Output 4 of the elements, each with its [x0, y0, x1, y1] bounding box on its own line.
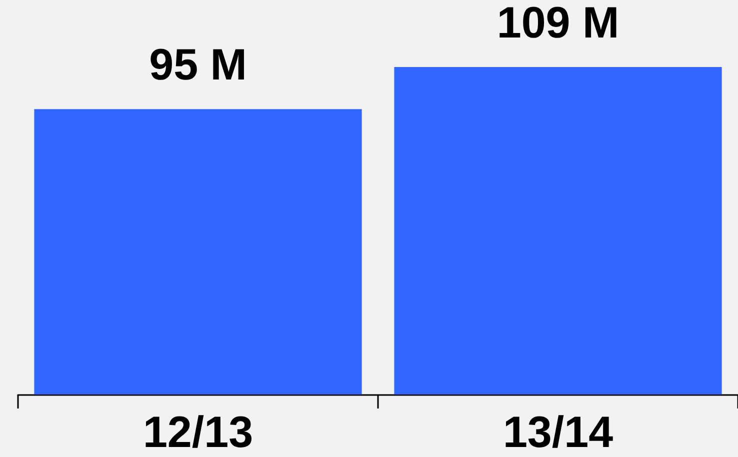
x-tick-label: 13/14: [502, 408, 614, 457]
data-label: 95 M: [149, 40, 247, 90]
data-label: 109 M: [496, 0, 620, 48]
x-tick-label: 12/13: [142, 408, 254, 457]
